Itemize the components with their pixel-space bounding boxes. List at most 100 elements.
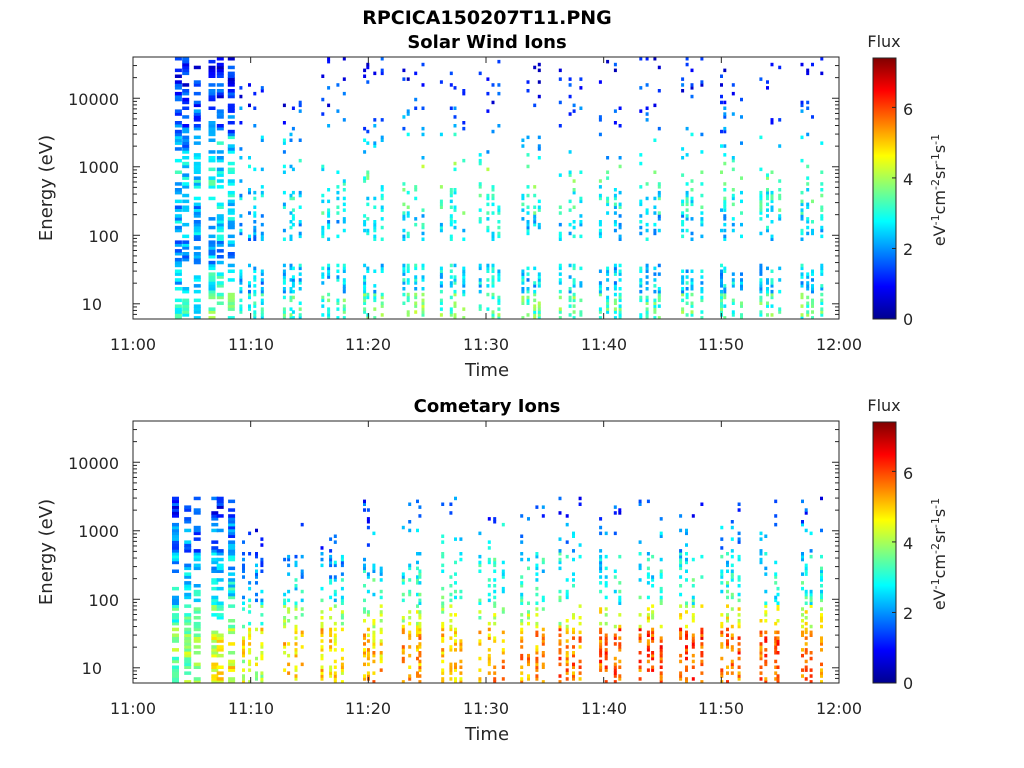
heatmap-cell: [651, 630, 655, 635]
heatmap-cell: [283, 619, 287, 623]
heatmap-cell: [294, 578, 298, 582]
heatmap-cell: [700, 287, 704, 291]
heatmap-cell: [526, 193, 530, 198]
heatmap-cell: [283, 592, 287, 597]
heatmap-cell: [723, 316, 727, 319]
heatmap-cell: [651, 616, 655, 620]
heatmap-cell: [820, 674, 823, 678]
heatmap-cell: [651, 636, 655, 640]
heatmap-cell: [401, 575, 405, 579]
heatmap-cell: [260, 677, 264, 681]
heatmap-cell: [691, 595, 695, 600]
heatmap-cell: [208, 91, 216, 96]
heatmap-cell: [497, 316, 501, 319]
heatmap-cell: [657, 214, 661, 218]
heatmap-cell: [327, 313, 331, 317]
heatmap-cell: [255, 554, 258, 559]
heatmap-cell: [174, 83, 182, 87]
heatmap-cell: [811, 289, 814, 294]
heatmap-cell: [778, 144, 782, 148]
heatmap-cell: [216, 57, 224, 61]
heatmap-cell: [242, 601, 245, 605]
heatmap-cell: [646, 581, 650, 585]
heatmap-cell: [604, 581, 608, 585]
y-tick-label: 100: [88, 227, 119, 246]
heatmap-cell: [298, 278, 302, 282]
heatmap-cell: [533, 313, 537, 317]
heatmap-cell: [459, 639, 463, 643]
heatmap-cell: [372, 639, 376, 643]
heatmap-cell: [227, 147, 235, 151]
heatmap-cell: [449, 284, 453, 288]
heatmap-cell: [770, 281, 774, 285]
heatmap-cell: [260, 543, 264, 547]
heatmap-cell: [478, 208, 482, 212]
heatmap-cell: [208, 89, 216, 93]
heatmap-cell: [679, 627, 683, 632]
heatmap-cell: [248, 234, 251, 239]
heatmap-cell: [639, 202, 643, 207]
heatmap-cell: [646, 653, 650, 658]
heatmap-cell: [211, 557, 219, 562]
heatmap-cell: [211, 601, 219, 605]
heatmap-cell: [486, 217, 490, 221]
heatmap-cell: [820, 584, 823, 588]
heatmap-cell: [320, 598, 324, 603]
heatmap-cell: [766, 202, 769, 207]
axis-ticks: [132, 56, 840, 320]
heatmap-cell: [380, 304, 384, 308]
heatmap-cell: [737, 584, 741, 588]
heatmap-cell: [184, 630, 192, 635]
heatmap-cell: [363, 651, 366, 655]
heatmap-cell: [766, 225, 769, 230]
heatmap-cell: [535, 505, 539, 509]
heatmap-cell: [454, 665, 457, 669]
heatmap-cell: [239, 214, 243, 218]
heatmap-cell: [441, 563, 445, 568]
heatmap-cell: [321, 234, 325, 239]
heatmap-cell: [260, 214, 264, 218]
heatmap-cell: [372, 578, 376, 582]
heatmap-cell: [184, 595, 192, 600]
heatmap-cell: [182, 199, 190, 204]
heatmap-cell: [228, 566, 236, 571]
heatmap-cell: [737, 598, 741, 603]
heatmap-cell: [541, 636, 545, 640]
heatmap-cell: [321, 313, 325, 317]
heatmap-cell: [227, 193, 235, 198]
heatmap-cell: [174, 188, 182, 192]
heatmap-cell: [801, 581, 804, 585]
heatmap-cell: [572, 674, 575, 678]
heatmap-cell: [184, 616, 192, 620]
heatmap-cell: [811, 287, 814, 291]
heatmap-cell: [820, 71, 824, 76]
heatmap-cell: [182, 185, 190, 189]
heatmap-cell: [800, 100, 804, 105]
heatmap-cell: [449, 604, 453, 608]
heatmap-cell: [172, 598, 179, 603]
heatmap-cell: [820, 214, 824, 218]
heatmap-cell: [320, 671, 324, 675]
heatmap-cell: [208, 132, 216, 137]
heatmap-cell: [681, 83, 685, 87]
heatmap-cell: [255, 575, 258, 579]
heatmap-cell: [653, 228, 657, 233]
heatmap-cell: [327, 310, 331, 314]
heatmap-cell: [764, 613, 768, 617]
heatmap-cell: [416, 671, 419, 675]
heatmap-cell: [193, 109, 201, 113]
heatmap-cell: [521, 193, 525, 198]
heatmap-cell: [604, 656, 608, 661]
heatmap-cell: [820, 613, 823, 617]
heatmap-cell: [730, 595, 734, 600]
heatmap-cell: [298, 193, 302, 198]
heatmap-cell: [228, 578, 236, 582]
heatmap-cell: [618, 124, 622, 128]
heatmap-cell: [537, 94, 541, 99]
heatmap-cell: [685, 153, 689, 157]
heatmap-cell: [372, 651, 376, 655]
heatmap-cell: [606, 298, 610, 303]
heatmap-cell: [172, 665, 179, 669]
heatmap-cell: [193, 115, 201, 119]
heatmap-cell: [449, 205, 453, 209]
